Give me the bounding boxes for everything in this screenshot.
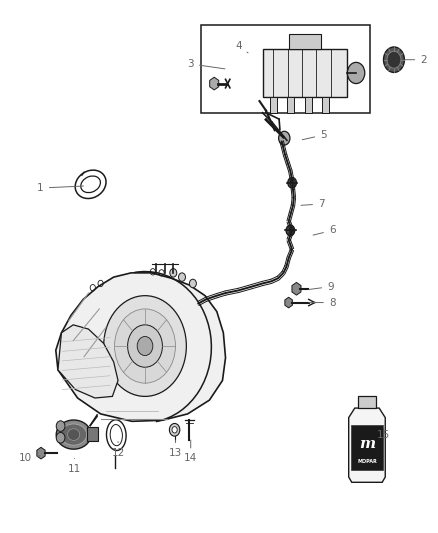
Text: 6: 6 bbox=[313, 225, 336, 236]
Text: 1: 1 bbox=[37, 183, 84, 193]
Circle shape bbox=[288, 177, 297, 188]
Text: 14: 14 bbox=[184, 440, 198, 463]
Polygon shape bbox=[56, 273, 226, 421]
Ellipse shape bbox=[56, 420, 91, 449]
Text: 5: 5 bbox=[302, 130, 327, 140]
Polygon shape bbox=[349, 408, 385, 482]
Text: 12: 12 bbox=[111, 442, 125, 458]
Text: 7: 7 bbox=[301, 199, 325, 209]
Text: 3: 3 bbox=[187, 59, 225, 69]
FancyBboxPatch shape bbox=[322, 97, 329, 113]
Circle shape bbox=[347, 62, 365, 84]
Text: m: m bbox=[359, 437, 375, 451]
Circle shape bbox=[189, 279, 196, 288]
Circle shape bbox=[56, 432, 65, 443]
Circle shape bbox=[179, 273, 185, 281]
Circle shape bbox=[170, 423, 180, 436]
FancyBboxPatch shape bbox=[287, 97, 294, 113]
Text: 2: 2 bbox=[405, 55, 427, 64]
FancyBboxPatch shape bbox=[289, 34, 321, 49]
Circle shape bbox=[115, 309, 176, 383]
Text: 13: 13 bbox=[169, 440, 182, 458]
Circle shape bbox=[56, 421, 65, 431]
Polygon shape bbox=[58, 325, 118, 398]
Ellipse shape bbox=[60, 424, 87, 445]
Circle shape bbox=[170, 269, 177, 277]
Circle shape bbox=[104, 296, 186, 397]
Circle shape bbox=[172, 426, 177, 433]
Circle shape bbox=[384, 47, 404, 72]
Ellipse shape bbox=[67, 429, 80, 440]
Circle shape bbox=[387, 51, 401, 68]
Text: 15: 15 bbox=[377, 426, 390, 440]
Text: MOPAR: MOPAR bbox=[357, 458, 377, 464]
Circle shape bbox=[286, 225, 295, 236]
Circle shape bbox=[279, 131, 290, 145]
Text: 9: 9 bbox=[309, 281, 334, 292]
FancyBboxPatch shape bbox=[262, 49, 347, 97]
Text: 8: 8 bbox=[309, 297, 336, 308]
Circle shape bbox=[137, 336, 153, 356]
FancyBboxPatch shape bbox=[87, 426, 98, 441]
FancyBboxPatch shape bbox=[305, 97, 312, 113]
Text: 11: 11 bbox=[68, 458, 81, 474]
FancyBboxPatch shape bbox=[270, 97, 277, 113]
FancyBboxPatch shape bbox=[358, 397, 376, 408]
Text: 4: 4 bbox=[235, 42, 248, 53]
Circle shape bbox=[127, 325, 162, 367]
FancyBboxPatch shape bbox=[351, 424, 383, 470]
Text: 10: 10 bbox=[19, 454, 40, 463]
